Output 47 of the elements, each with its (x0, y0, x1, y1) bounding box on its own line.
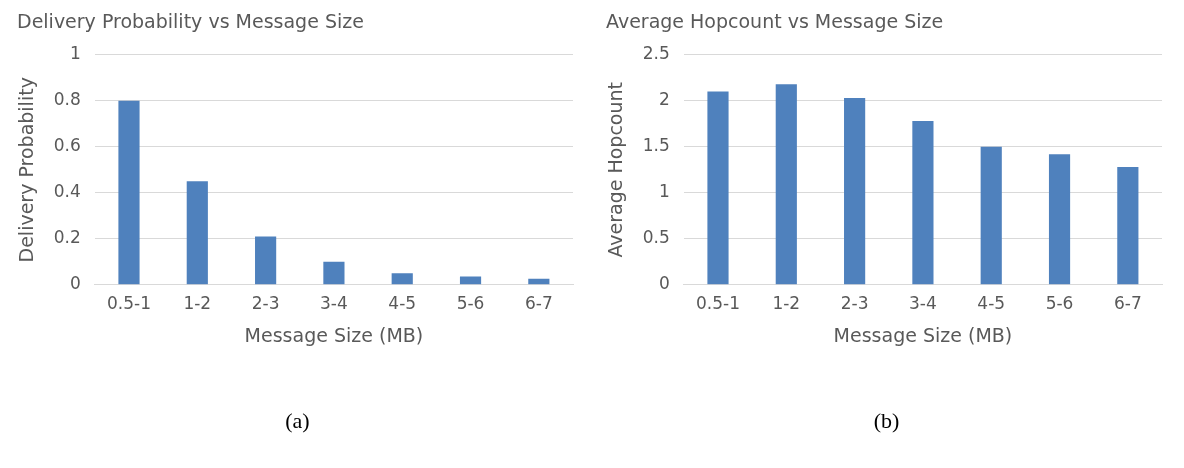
y-axis-title: Average Hopcount (603, 81, 626, 258)
bar (843, 98, 865, 285)
x-tick-label: 5-6 (456, 293, 484, 314)
x-tick-label: 6-7 (524, 293, 553, 314)
y-tick-label: 1 (69, 43, 81, 64)
bar (1116, 167, 1138, 285)
x-axis-title: Message Size (MB) (244, 323, 423, 346)
y-tick-label: 0.2 (53, 227, 81, 248)
x-tick-label: 0.5-1 (695, 293, 740, 314)
x-tick-label: 4-5 (387, 293, 416, 314)
y-tick-label: 1.5 (642, 135, 670, 156)
x-axis-title: Message Size (MB) (833, 323, 1012, 346)
bar (391, 273, 413, 285)
bar (322, 261, 345, 285)
x-tick-label: 3-4 (908, 293, 937, 314)
y-tick-label: 0 (69, 273, 81, 294)
bar (706, 91, 729, 285)
y-tick-label: 0.8 (53, 89, 81, 110)
bar (117, 100, 140, 285)
x-tick-label: 5-6 (1045, 293, 1073, 314)
x-tick-label: 0.5-1 (106, 293, 151, 314)
bar (911, 121, 934, 285)
bar (254, 236, 276, 285)
x-tick-label: 1-2 (182, 293, 211, 314)
y-tick-label: 2.5 (642, 43, 670, 64)
x-tick-label: 2-3 (840, 293, 868, 314)
x-tick-label: 3-4 (319, 293, 348, 314)
x-tick-label: 4-5 (976, 293, 1005, 314)
y-tick-label: 2 (658, 89, 670, 110)
chart-title: Delivery Probability vs Message Size (16, 10, 364, 33)
y-tick-label: 0.5 (642, 227, 670, 248)
y-tick-label: 0.4 (53, 181, 81, 202)
y-axis-title: Delivery Probability (14, 77, 37, 263)
text: (b) (873, 408, 900, 434)
y-tick-label: 1 (658, 181, 670, 202)
chart-title: Average Hopcount vs Message Size (605, 10, 943, 33)
bar (1048, 154, 1070, 285)
x-tick-label: 1-2 (771, 293, 800, 314)
bar (186, 181, 208, 285)
x-tick-label: 2-3 (251, 293, 279, 314)
x-tick-label: 6-7 (1113, 293, 1142, 314)
bar (527, 278, 549, 285)
y-tick-label: 0.6 (53, 135, 81, 156)
y-tick-label: 0 (658, 273, 670, 294)
text: (a) (285, 408, 310, 434)
bar (775, 84, 797, 285)
bar (980, 146, 1002, 285)
